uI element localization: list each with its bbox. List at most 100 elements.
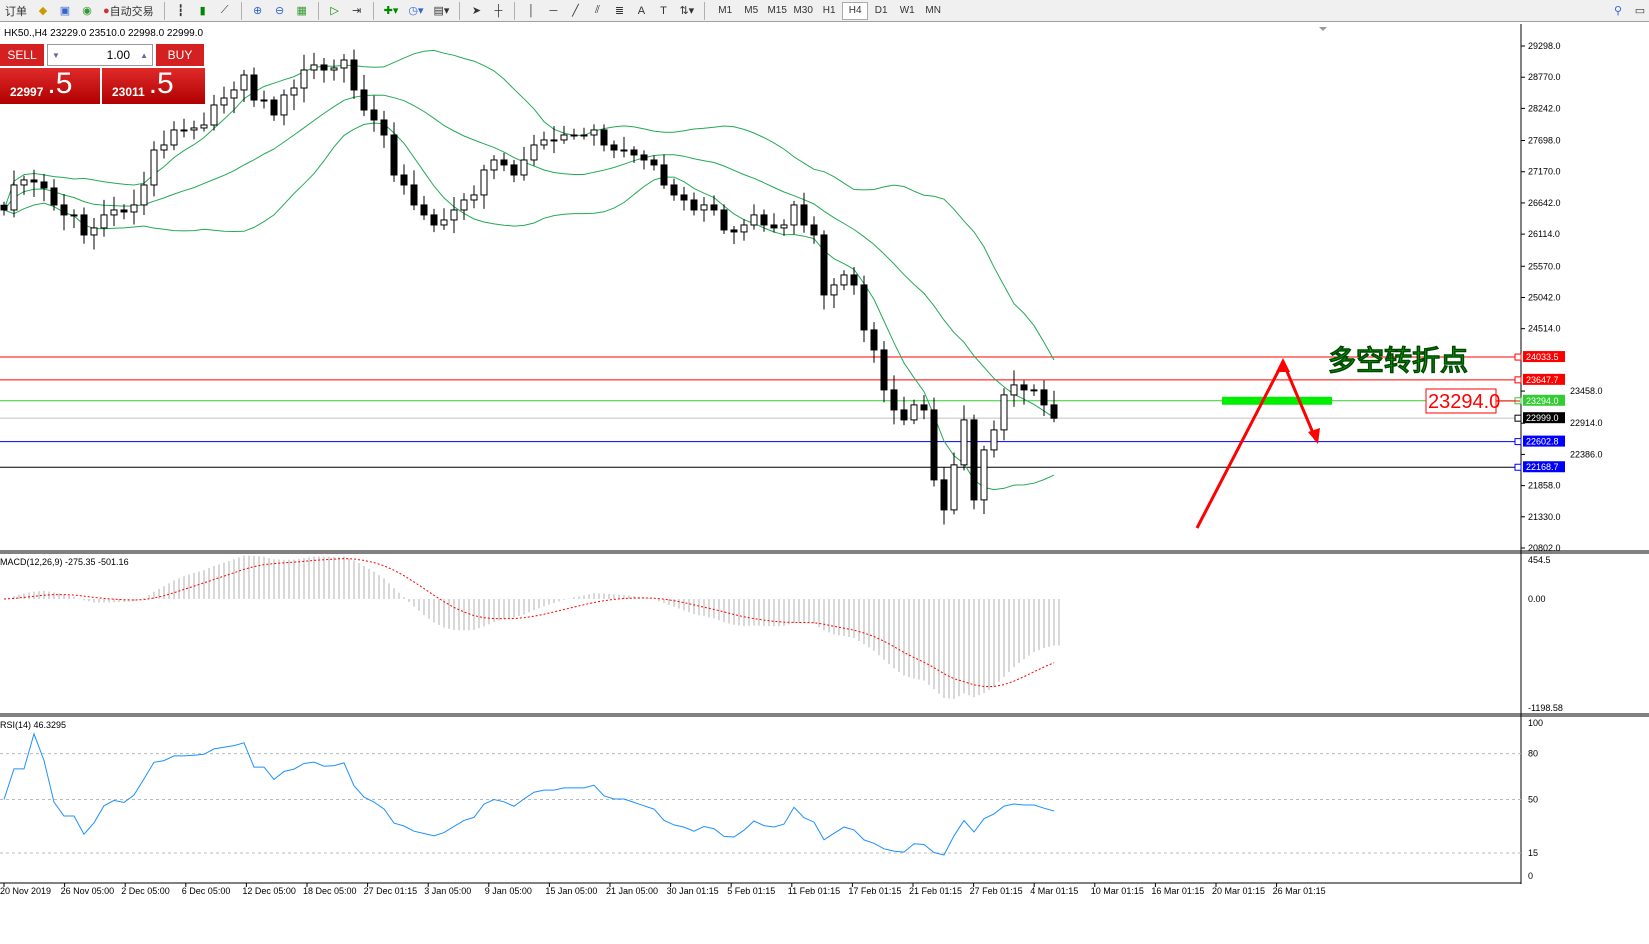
candle-chart-icon[interactable]: ▮ (199, 5, 206, 17)
signal-icon[interactable]: ◉ (82, 5, 92, 17)
time-axis-label: 3 Jan 05:00 (424, 886, 471, 896)
candle-body (550, 139, 558, 142)
zoom-in-icon[interactable]: ⊕ (253, 5, 263, 17)
timeframe-m30[interactable]: M30 (793, 5, 813, 16)
candle-body (750, 214, 758, 226)
timeframe-h1[interactable]: H1 (822, 5, 836, 16)
chart-area[interactable]: 29298.0 28770.0 28242.0 27698.0 27170.0 26642… (0, 24, 1649, 904)
text-label-icon[interactable]: T (660, 4, 667, 17)
lot-decrease-icon[interactable]: ▼ (52, 50, 60, 60)
candle-body (1020, 384, 1028, 391)
candle-body (490, 159, 498, 171)
macd-axis-label: -1198.58 (1528, 703, 1563, 713)
fibonacci-icon[interactable]: ≣ (614, 5, 625, 17)
timeframe-m5[interactable]: M5 (744, 5, 759, 16)
price-annotation-text: 23294.0 (1428, 391, 1500, 413)
bollinger-lower (3, 122, 1055, 491)
candle-body (0, 204, 8, 211)
chat-icon[interactable]: ▭ (1634, 5, 1646, 17)
price-level-badge (1523, 435, 1565, 447)
level-handle (1514, 376, 1522, 384)
cursor-icon[interactable]: ➤ (471, 5, 482, 17)
autotrade-button[interactable]: ● 自动交易 (103, 4, 154, 18)
candle-body (940, 479, 948, 511)
candle-body (1030, 389, 1038, 392)
time-axis-label: 27 Dec 01:15 (364, 886, 418, 896)
orders-button[interactable]: 订单 (5, 5, 27, 18)
timeframe-d1[interactable]: D1 (874, 5, 888, 16)
bar-chart-icon[interactable]: ┇ (177, 5, 184, 17)
chart-shift-marker (1319, 27, 1327, 31)
arrow-head-down (1308, 428, 1320, 444)
timeframe-group: M1 M5 M15 M30 H1 H4 D1 W1 MN (712, 1, 946, 20)
tile-windows-icon[interactable]: ▦ (296, 5, 307, 17)
macd-signal-line (3, 558, 1055, 687)
price-axis-label: 25570.0 (1528, 261, 1561, 271)
timeframe-m15[interactable]: M15 (767, 5, 787, 16)
time-axis-label: 18 Dec 05:00 (303, 886, 357, 896)
text-icon[interactable]: A (637, 4, 646, 17)
timeframe-mn[interactable]: MN (925, 5, 941, 16)
channel-icon[interactable]: ⫽ (595, 4, 600, 16)
timeframe-w1[interactable]: W1 (899, 5, 915, 16)
indicators-icon[interactable]: ✚▾ (383, 5, 399, 17)
candle-body (390, 134, 398, 176)
bollinger-upper (3, 49, 1055, 361)
price-level-value: 23647.7 (1526, 375, 1559, 385)
candle-body (1050, 404, 1058, 419)
timeframe-h4[interactable]: H4 (842, 1, 869, 20)
macd-axis-label: 0.00 (1528, 594, 1546, 604)
autoscroll-icon[interactable]: ▷ (330, 5, 339, 17)
candle-body (250, 74, 258, 101)
candle-body (720, 209, 728, 231)
trendline-icon[interactable]: ╱ (572, 5, 579, 17)
sell-button[interactable]: SELL (0, 44, 44, 66)
account-icon[interactable]: ▣ (59, 5, 71, 17)
candle-body (980, 449, 988, 501)
time-axis-label: 9 Jan 05:00 (485, 886, 532, 896)
candle-body (20, 179, 28, 186)
zoom-out-icon[interactable]: ⊖ (275, 5, 285, 17)
rsi-axis-label: 0 (1528, 871, 1533, 881)
candle-body (600, 129, 608, 146)
candle-body (810, 224, 818, 236)
macd-axis-label: 454.5 (1528, 555, 1551, 565)
folder-icon[interactable]: ◆ (38, 5, 48, 17)
candle-body (740, 224, 748, 233)
price-level-value: 24033.5 (1526, 352, 1559, 362)
time-axis-label: 6 Dec 05:00 (182, 886, 231, 896)
price-level-badge (1523, 373, 1565, 385)
vertical-line-icon[interactable]: │ (528, 4, 535, 17)
price-axis-label: 20802.0 (1528, 543, 1561, 553)
candle-body (880, 349, 888, 391)
templates-icon[interactable]: ▤▾ (433, 5, 450, 17)
candle-body (640, 154, 648, 161)
candle-body (220, 97, 228, 106)
lot-increase-icon[interactable]: ▲ (140, 50, 148, 60)
price-axis-label: 22914.0 (1570, 418, 1603, 428)
horizontal-line-icon[interactable]: ─ (549, 4, 558, 17)
price-level-value: 22602.8 (1526, 437, 1559, 447)
candle-body (950, 464, 958, 511)
sell-price[interactable]: 22997.5 (0, 68, 100, 104)
time-axis-label: 17 Feb 01:15 (848, 886, 901, 896)
chart-shift-icon[interactable]: ⇥ (352, 5, 362, 17)
rsi-label: RSI(14) 46.3295 (0, 720, 66, 730)
price-axis-label: 29298.0 (1528, 41, 1561, 51)
timeframe-m1[interactable]: M1 (718, 5, 733, 16)
rsi-axis-label: 50 (1528, 795, 1538, 805)
candle-body (620, 149, 628, 152)
line-chart-icon[interactable]: ⟋ (220, 4, 229, 16)
buy-button[interactable]: BUY (156, 44, 204, 66)
buy-price[interactable]: 23011.5 (102, 68, 205, 104)
search-icon[interactable]: ⚲ (1613, 5, 1623, 17)
lot-size-input[interactable]: ▼ 1.00 ▲ (47, 44, 153, 66)
candle-body (440, 219, 448, 226)
candle-body (990, 429, 998, 451)
crosshair-icon[interactable]: ┼ (494, 4, 503, 17)
candle-body (350, 59, 358, 91)
candle-body (360, 89, 368, 111)
periods-icon[interactable]: ◷▾ (408, 5, 424, 17)
time-axis-label: 26 Mar 01:15 (1273, 886, 1326, 896)
arrows-icon[interactable]: ⇅▾ (679, 5, 695, 17)
